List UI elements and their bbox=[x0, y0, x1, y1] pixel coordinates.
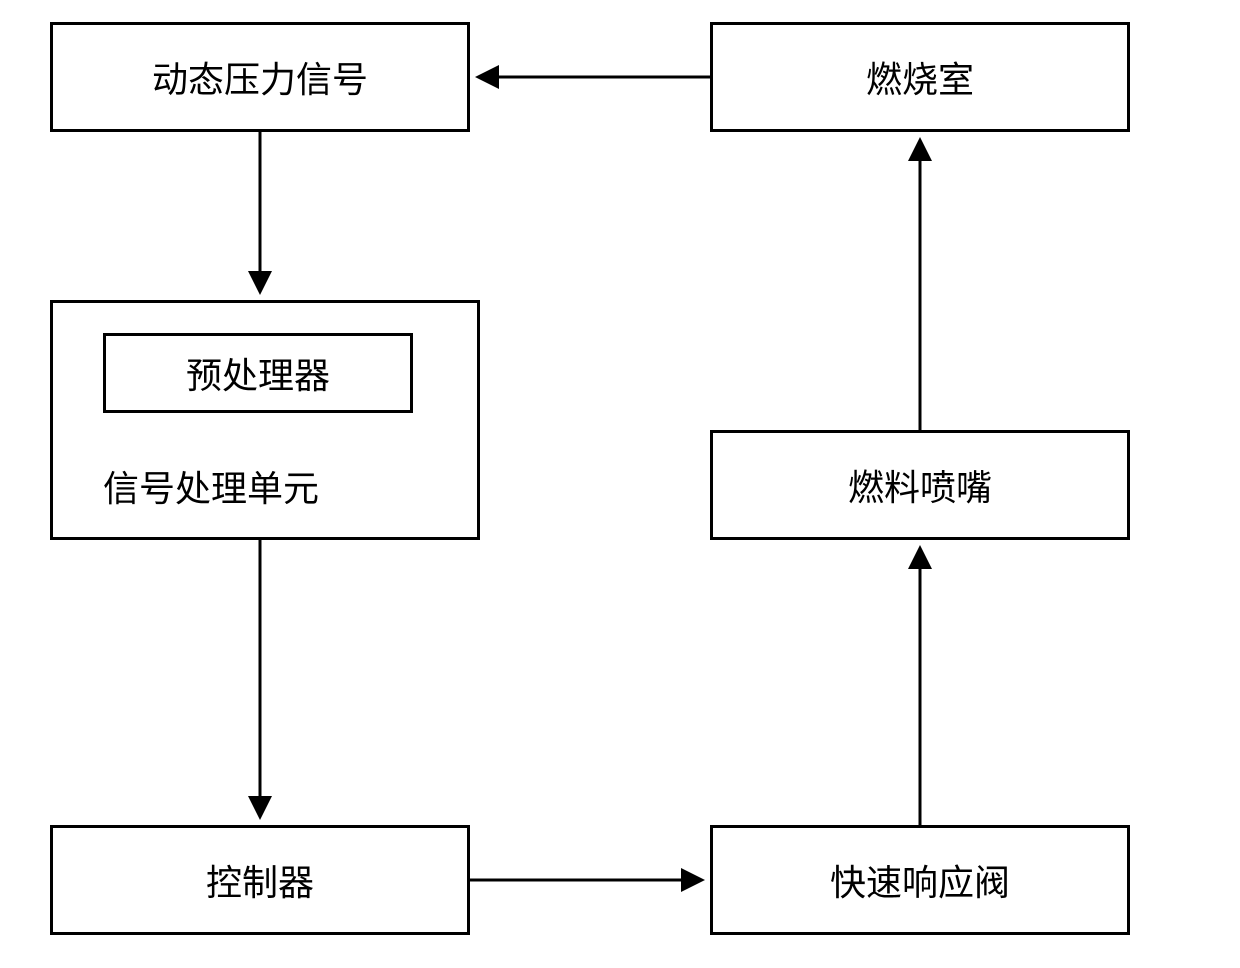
node-fuel-nozzle: 燃料喷嘴 bbox=[710, 430, 1130, 540]
node-controller-label: 控制器 bbox=[206, 854, 314, 906]
node-preprocessor-label: 预处理器 bbox=[186, 347, 330, 399]
node-dynamic-pressure: 动态压力信号 bbox=[50, 22, 470, 132]
node-combustor: 燃烧室 bbox=[710, 22, 1130, 132]
node-signal-unit: 预处理器 信号处理单元 bbox=[50, 300, 480, 540]
node-signal-unit-label: 信号处理单元 bbox=[103, 460, 319, 512]
node-fast-valve-label: 快速响应阀 bbox=[830, 854, 1010, 906]
node-dynamic-pressure-label: 动态压力信号 bbox=[152, 51, 368, 103]
node-combustor-label: 燃烧室 bbox=[866, 51, 974, 103]
node-preprocessor: 预处理器 bbox=[103, 333, 413, 413]
node-controller: 控制器 bbox=[50, 825, 470, 935]
node-fast-valve: 快速响应阀 bbox=[710, 825, 1130, 935]
node-fuel-nozzle-label: 燃料喷嘴 bbox=[848, 459, 992, 511]
